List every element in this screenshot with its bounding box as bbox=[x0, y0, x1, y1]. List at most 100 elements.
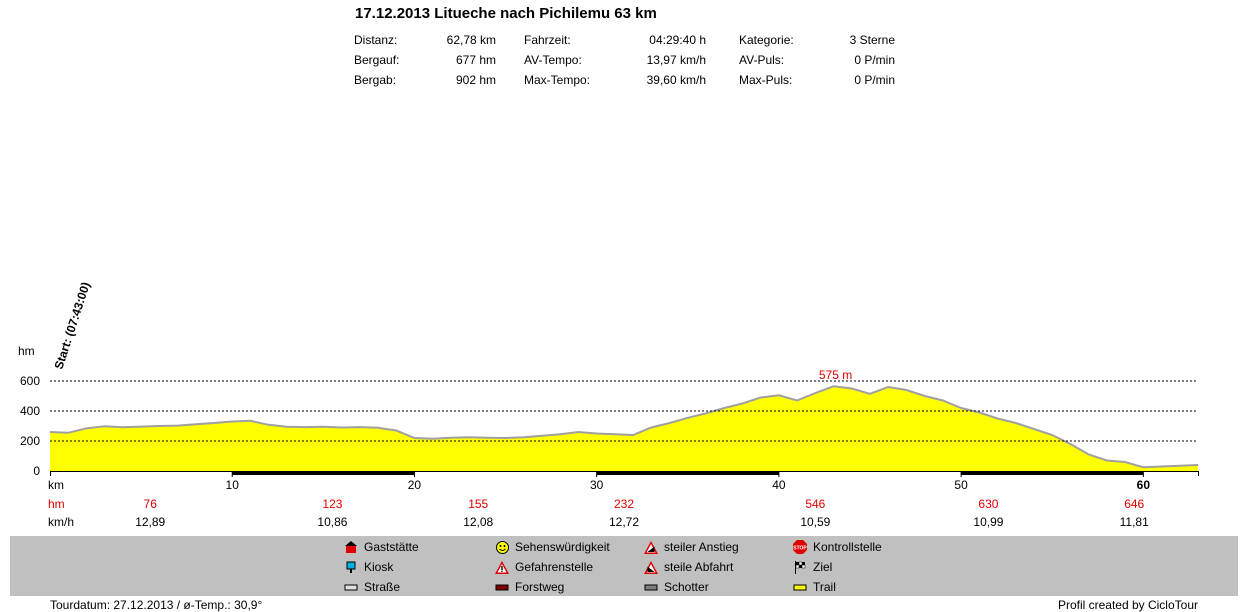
legend-label: Straße bbox=[364, 580, 401, 594]
legend-label: Gaststätte bbox=[364, 540, 419, 554]
x-tick-label: 20 bbox=[408, 478, 422, 492]
finish-flag-icon bbox=[793, 560, 807, 574]
speed-value: 10,99 bbox=[973, 515, 1003, 529]
y-axis-unit: hm bbox=[18, 344, 35, 358]
legend-label: Kontrollstelle bbox=[813, 540, 882, 554]
altitude-value: 155 bbox=[468, 497, 488, 511]
legend-panel: Gaststätte Kiosk Straße Sehenswürdigkeit… bbox=[10, 536, 1238, 596]
legend-label: Ziel bbox=[813, 560, 833, 574]
altitude-value: 76 bbox=[144, 497, 158, 511]
peak-label: 575 m bbox=[819, 368, 852, 382]
legend-item: steile Abfahrt bbox=[644, 560, 733, 574]
legend-label: steile Abfahrt bbox=[664, 560, 734, 574]
stat-label: AV-Tempo: bbox=[524, 53, 582, 67]
stats-col-1: Distanz: 62,78 km Bergauf: 677 hm Bergab: 9… bbox=[354, 30, 496, 90]
legend-item: Trail bbox=[793, 580, 836, 594]
stat-label: Distanz: bbox=[354, 33, 398, 47]
speed-value: 10,59 bbox=[800, 515, 830, 529]
stat-label: Fahrzeit: bbox=[524, 33, 571, 47]
steep-up-icon bbox=[644, 540, 658, 554]
stat-value: 0 P/min bbox=[854, 73, 895, 87]
speed-value: 12,08 bbox=[463, 515, 493, 529]
x-axis-end-tick bbox=[1198, 471, 1199, 476]
x-tick-label: 50 bbox=[954, 478, 968, 492]
elevation-line bbox=[49, 385, 1199, 469]
kiosk-icon bbox=[344, 560, 358, 574]
speed-value: 12,89 bbox=[135, 515, 165, 529]
stat-value: 3 Sterne bbox=[849, 33, 895, 47]
x-axis-start-tick bbox=[50, 471, 51, 476]
legend-label: Schotter bbox=[664, 580, 709, 594]
stats-col-2: Fahrzeit: 04:29:40 h AV-Tempo: 13,97 km/h … bbox=[524, 30, 706, 90]
strasse-icon bbox=[344, 580, 358, 594]
stat-value: 677 hm bbox=[455, 53, 496, 67]
legend-item: Straße bbox=[344, 580, 400, 594]
legend-label: Sehenswürdigkeit bbox=[515, 540, 610, 554]
x-tick-label: 60 bbox=[1137, 478, 1151, 492]
stat-value: 902 hm bbox=[455, 73, 496, 87]
stat-label: Bergauf: bbox=[354, 53, 400, 67]
elevation-area bbox=[50, 386, 1198, 471]
x-tick-label: 10 bbox=[226, 478, 240, 492]
y-tick-label: 200 bbox=[20, 434, 40, 448]
svg-text:STOP: STOP bbox=[793, 546, 807, 552]
y-tick-label: 600 bbox=[20, 374, 40, 388]
stat-value: 0 P/min bbox=[854, 53, 895, 67]
y-tick-label: 400 bbox=[20, 404, 40, 418]
legend-label: Gefahrenstelle bbox=[515, 560, 594, 574]
stat-label: AV-Puls: bbox=[739, 53, 785, 67]
speed-row-label: km/h bbox=[48, 515, 74, 529]
stat-value: 04:29:40 h bbox=[649, 33, 706, 47]
legend-item: Kiosk bbox=[344, 560, 393, 574]
stats-col-3: Kategorie: 3 Sterne AV-Puls: 0 P/min Max-P… bbox=[739, 30, 895, 90]
x-tick-label: 30 bbox=[590, 478, 604, 492]
legend-item: Gefahrenstelle bbox=[495, 560, 593, 574]
legend-item: steiler Anstieg bbox=[644, 540, 739, 554]
stat-value: 62,78 km bbox=[446, 33, 496, 47]
speed-value: 12,72 bbox=[609, 515, 639, 529]
legend-item: Gaststätte bbox=[344, 540, 419, 554]
altitude-value: 630 bbox=[978, 497, 998, 511]
schotter-icon bbox=[644, 580, 658, 594]
x-tick-label: 40 bbox=[772, 478, 786, 492]
legend-label: Trail bbox=[813, 580, 836, 594]
gaststaette-icon bbox=[344, 540, 358, 554]
steep-down-icon bbox=[644, 560, 658, 574]
x-axis-unit: km bbox=[48, 478, 64, 492]
y-tick-label: 0 bbox=[33, 464, 40, 478]
stat-label: Max-Puls: bbox=[739, 73, 793, 87]
track-segment bbox=[961, 471, 1144, 475]
speed-value: 11,81 bbox=[1120, 515, 1149, 529]
forstweg-icon bbox=[495, 580, 509, 594]
stat-value: 13,97 km/h bbox=[646, 53, 706, 67]
altitude-value: 123 bbox=[322, 497, 342, 511]
smiley-icon bbox=[495, 540, 509, 554]
footer-credit: Profil created by CicloTour bbox=[1057, 598, 1198, 612]
footer-tour-date: Tourdatum: 27.12.2013 / ø-Temp.: 30,9° bbox=[50, 598, 263, 612]
track-segment bbox=[232, 471, 415, 475]
speed-value: 10,86 bbox=[317, 515, 347, 529]
legend-label: Kiosk bbox=[364, 560, 394, 574]
legend-item: STOP Kontrollstelle bbox=[793, 540, 882, 554]
stop-icon: STOP bbox=[793, 540, 807, 554]
legend-label: steiler Anstieg bbox=[664, 540, 739, 554]
legend-item: Schotter bbox=[644, 580, 709, 594]
track-segment bbox=[596, 471, 779, 475]
stat-label: Max-Tempo: bbox=[524, 73, 591, 87]
legend-item: Ziel bbox=[793, 560, 832, 574]
altitude-row-label: hm bbox=[48, 497, 65, 511]
altitude-value: 646 bbox=[1124, 497, 1144, 511]
stat-label: Kategorie: bbox=[739, 33, 794, 47]
legend-item: Sehenswürdigkeit bbox=[495, 540, 610, 554]
altitude-value: 232 bbox=[614, 497, 634, 511]
trail-icon bbox=[793, 580, 807, 594]
altitude-value: 546 bbox=[805, 497, 825, 511]
legend-item: Forstweg bbox=[495, 580, 564, 594]
danger-icon bbox=[495, 560, 509, 574]
tour-title: 17.12.2013 Litueche nach Pichilemu 63 km bbox=[355, 5, 657, 22]
start-label: Start: (07:43:00) bbox=[52, 280, 93, 371]
elevation-profile-chart: 0 200 400 600 hm 10 20 30 40 50 60 km hm 76 123 155 232 5… bbox=[18, 280, 1199, 529]
stat-label: Bergab: bbox=[354, 73, 397, 87]
stat-value: 39,60 km/h bbox=[646, 73, 706, 87]
legend-label: Forstweg bbox=[515, 580, 565, 594]
